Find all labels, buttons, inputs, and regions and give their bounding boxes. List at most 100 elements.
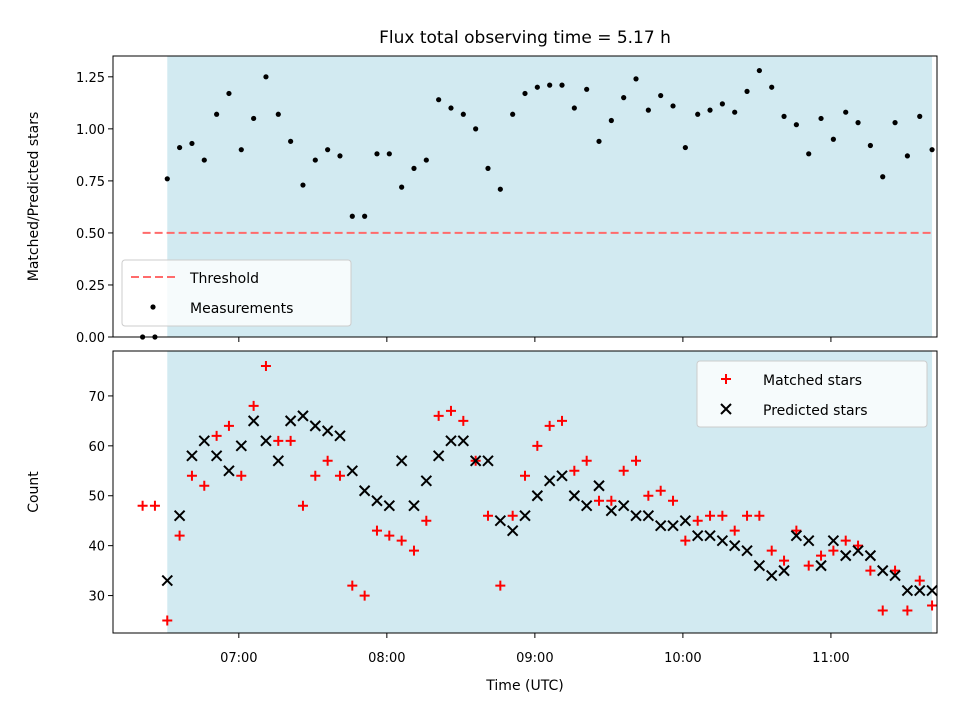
measurement-point — [448, 105, 454, 111]
measurement-point — [719, 101, 725, 107]
predicted-star-point — [617, 500, 630, 512]
matched-star-point — [482, 510, 493, 521]
matched-star-point — [433, 410, 444, 421]
predicted-star-point — [877, 564, 889, 577]
measurement-point — [275, 111, 281, 117]
predicted-star-point — [543, 475, 556, 487]
legend-threshold-label: Threshold — [189, 271, 259, 287]
measurement-point — [547, 82, 553, 88]
matched-star-point — [594, 495, 605, 506]
measurement-point — [325, 147, 331, 153]
matched-star-point — [273, 435, 284, 446]
measurement-point — [226, 90, 232, 97]
matched-star-point — [803, 560, 814, 571]
measurement-point — [423, 157, 429, 163]
predicted-star-point — [679, 514, 692, 527]
predicted-star-point — [593, 480, 605, 492]
predicted-star-point — [260, 435, 272, 447]
matched-star-point — [520, 470, 530, 481]
measurement-point — [497, 186, 503, 192]
matched-star-point — [544, 420, 555, 431]
x-tick-label: 09:00 — [516, 651, 553, 666]
matched-star-point — [137, 500, 148, 511]
y-tick-label: 50 — [88, 490, 105, 505]
matched-star-point — [668, 495, 679, 506]
matched-star-point — [606, 495, 617, 506]
legend: Matched stars Predicted stars — [696, 360, 928, 428]
matched-star-point — [717, 510, 728, 521]
measurement-point — [682, 144, 688, 151]
x-tick-label: 10:00 — [664, 651, 701, 666]
x-tick-label: 08:00 — [368, 651, 405, 666]
measurement-point — [732, 109, 738, 115]
matched-star-point — [914, 575, 925, 586]
predicted-star-point — [457, 435, 470, 447]
predicted-star-point — [420, 475, 433, 487]
matched-star-point — [408, 545, 419, 556]
predicted-star-point — [395, 455, 408, 467]
predicted-star-point — [297, 410, 309, 422]
x-tick-label: 11:00 — [812, 651, 849, 666]
measurement-point — [460, 111, 466, 117]
measurement-point — [904, 153, 910, 159]
matched-star-point — [692, 515, 703, 526]
measurement-point — [510, 111, 516, 117]
predicted-star-point — [309, 420, 322, 432]
predicted-star-point — [432, 450, 445, 462]
predicted-star-point — [840, 549, 852, 562]
predicted-star-point — [630, 510, 642, 522]
matched-star-point — [828, 545, 839, 556]
matched-star-point — [581, 455, 592, 466]
matched-star-point — [199, 480, 210, 491]
predicted-star-point — [790, 529, 803, 542]
matched-star-point — [766, 545, 777, 556]
measurement-point — [855, 120, 861, 126]
matched-star-point — [618, 465, 629, 476]
measurement-point — [164, 176, 170, 182]
matched-star-point — [396, 535, 407, 546]
matched-star-point — [816, 550, 827, 561]
matched-star-point — [655, 485, 666, 496]
matched-star-point — [791, 525, 802, 536]
measurement-point — [522, 90, 528, 97]
y-tick-label: 60 — [88, 440, 105, 455]
measurement-point — [769, 84, 775, 90]
y-tick-label: 0.00 — [76, 331, 105, 346]
matched-star-point — [445, 405, 456, 416]
measurement-point — [214, 111, 220, 117]
predicted-star-point — [186, 450, 198, 462]
matched-star-point — [853, 540, 864, 551]
predicted-star-point — [852, 544, 864, 557]
matched-star-point — [334, 470, 345, 481]
axes-frame — [112, 350, 938, 634]
predicted-star-point — [445, 435, 457, 447]
matched-star-point — [779, 555, 790, 566]
measurement-point — [251, 115, 257, 122]
measurement-point — [238, 147, 244, 153]
matched-star-point — [902, 605, 913, 616]
matched-star-point — [557, 415, 568, 426]
matched-star-point — [421, 515, 432, 526]
predicted-star-point — [753, 559, 766, 572]
matched-star-point — [384, 530, 395, 541]
matched-star-point — [186, 470, 197, 481]
matched-star-point — [569, 465, 580, 476]
predicted-star-point — [642, 510, 655, 522]
legend-matched-label: Matched stars — [763, 373, 862, 389]
matched-star-point — [359, 590, 370, 601]
measurement-point — [917, 113, 923, 119]
measurement-point — [177, 144, 183, 151]
predicted-star-point — [161, 574, 173, 587]
measurement-point — [843, 109, 849, 115]
legend-matched-swatch — [721, 374, 731, 384]
predicted-star-point — [815, 559, 827, 572]
measurement-point — [892, 120, 898, 126]
measurement-point — [362, 213, 368, 219]
ratio-panel: 0.00 0.25 0.50 0.75 1.00 1.25 Matched/Predicte… — [26, 55, 938, 346]
y-axis-label: Count — [26, 471, 42, 513]
y-tick-label: 30 — [88, 590, 105, 605]
measurement-point — [645, 107, 651, 113]
matched-star-point — [223, 420, 234, 431]
predicted-star-point — [605, 505, 618, 517]
